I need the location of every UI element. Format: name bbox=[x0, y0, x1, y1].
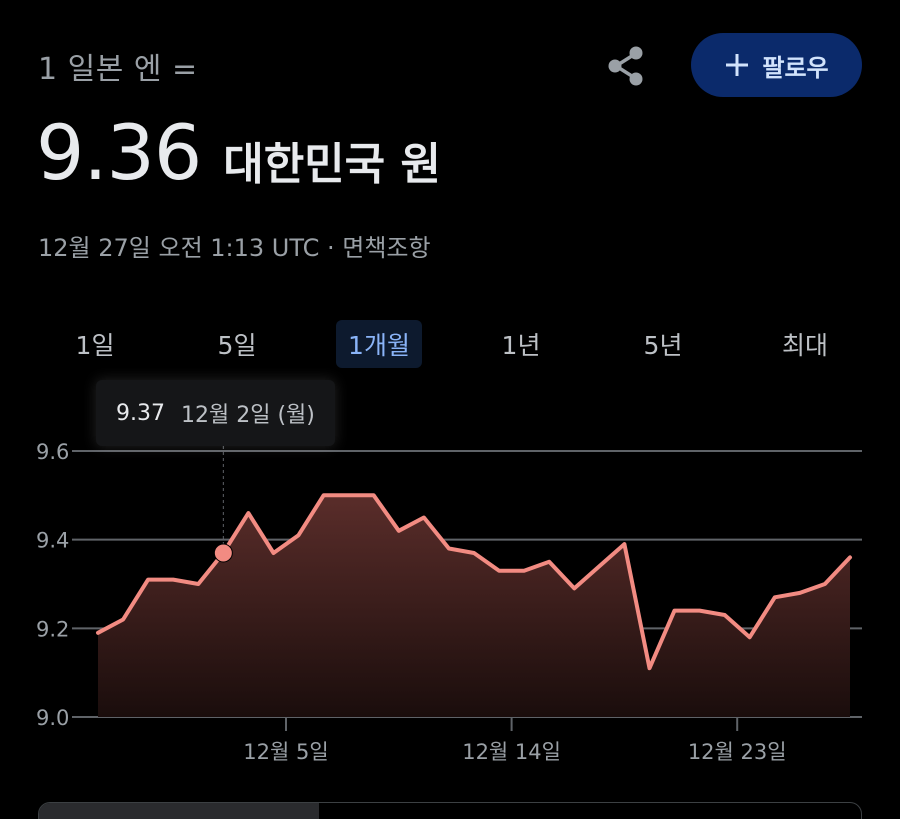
tooltip-value: 9.37 bbox=[116, 400, 165, 426]
data-point bbox=[445, 545, 453, 553]
data-point bbox=[595, 562, 603, 570]
data-point bbox=[696, 607, 704, 615]
data-point bbox=[119, 615, 127, 623]
y-tick-label: 9.0 bbox=[36, 706, 69, 730]
data-point bbox=[94, 629, 102, 637]
conversion-label: 1 일본 엔 = bbox=[38, 52, 198, 87]
data-point bbox=[169, 576, 177, 584]
follow-label: 팔로우 bbox=[762, 53, 829, 82]
data-point bbox=[495, 567, 503, 575]
data-point bbox=[771, 593, 779, 601]
data-point bbox=[269, 549, 277, 557]
y-tick-label: 9.2 bbox=[36, 617, 69, 641]
y-tick-label: 9.6 bbox=[36, 440, 69, 464]
price-chart[interactable]: 9.6 9.4 9.2 9.0 12월 5일 12월 14일 12월 23일 bbox=[0, 370, 900, 780]
tab-label: 1개월 bbox=[336, 320, 422, 368]
tab-1-month[interactable]: 1개월 bbox=[308, 318, 450, 370]
rate-value: 9.36 bbox=[36, 108, 202, 197]
tab-label: 5일 bbox=[217, 331, 257, 360]
y-tick-label: 9.4 bbox=[36, 529, 69, 553]
data-point bbox=[671, 607, 679, 615]
rate-row: 9.36 대한민국 원 bbox=[36, 108, 441, 197]
series-area-fill bbox=[98, 495, 850, 717]
data-point bbox=[821, 580, 829, 588]
chart-tooltip: 9.37 12월 2일 (월) bbox=[96, 380, 335, 446]
tab-max[interactable]: 최대 bbox=[734, 318, 876, 370]
x-tick-label: 12월 5일 bbox=[243, 740, 328, 764]
x-tick-label: 12월 14일 bbox=[462, 740, 561, 764]
tab-label: 1일 bbox=[75, 331, 115, 360]
data-point bbox=[345, 491, 353, 499]
data-point bbox=[395, 527, 403, 535]
follow-button[interactable]: 팔로우 bbox=[691, 33, 862, 97]
data-point bbox=[746, 633, 754, 641]
data-point bbox=[144, 576, 152, 584]
data-point bbox=[194, 580, 202, 588]
data-point bbox=[645, 664, 653, 672]
tab-label: 1년 bbox=[501, 331, 541, 360]
data-point bbox=[721, 611, 729, 619]
tab-label: 최대 bbox=[781, 331, 828, 360]
data-point bbox=[545, 558, 553, 566]
tab-5-year[interactable]: 5년 bbox=[592, 318, 734, 370]
tooltip-date: 12월 2일 (월) bbox=[180, 403, 315, 428]
share-icon bbox=[608, 46, 643, 86]
data-point bbox=[620, 540, 628, 548]
range-tabs: 1일 5일 1개월 1년 5년 최대 bbox=[24, 318, 876, 370]
data-point bbox=[244, 509, 252, 517]
data-point bbox=[295, 531, 303, 539]
tab-1-day[interactable]: 1일 bbox=[24, 318, 166, 370]
data-point bbox=[370, 491, 378, 499]
data-point bbox=[520, 567, 528, 575]
tab-1-year[interactable]: 1년 bbox=[450, 318, 592, 370]
data-point bbox=[846, 553, 854, 561]
tab-label: 5년 bbox=[643, 331, 683, 360]
converter-segment[interactable] bbox=[39, 803, 319, 819]
tab-5-day[interactable]: 5일 bbox=[166, 318, 308, 370]
data-point bbox=[570, 584, 578, 592]
rate-currency: 대한민국 원 bbox=[223, 139, 441, 190]
data-point bbox=[796, 589, 804, 597]
highlighted-data-point bbox=[213, 543, 233, 563]
data-point bbox=[420, 514, 428, 522]
plus-icon bbox=[726, 54, 749, 76]
data-point bbox=[320, 491, 328, 499]
data-point bbox=[470, 549, 478, 557]
x-tick-label: 12월 23일 bbox=[688, 740, 787, 764]
timestamp-disclaimer[interactable]: 12월 27일 오전 1:13 UTC · 면책조항 bbox=[38, 234, 431, 262]
share-button[interactable] bbox=[598, 38, 654, 94]
bottom-converter-card[interactable] bbox=[38, 802, 862, 819]
